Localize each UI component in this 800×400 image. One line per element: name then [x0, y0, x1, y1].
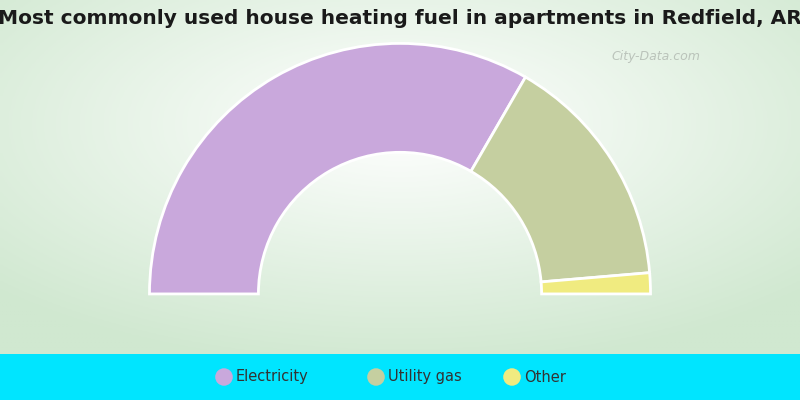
Ellipse shape: [367, 368, 385, 386]
Ellipse shape: [503, 368, 521, 386]
Ellipse shape: [215, 368, 233, 386]
Wedge shape: [541, 273, 650, 294]
Text: Electricity: Electricity: [236, 370, 309, 384]
Text: Utility gas: Utility gas: [388, 370, 462, 384]
Text: Most commonly used house heating fuel in apartments in Redfield, AR: Most commonly used house heating fuel in…: [0, 8, 800, 28]
Text: City-Data.com: City-Data.com: [612, 50, 701, 64]
Text: Other: Other: [524, 370, 566, 384]
Wedge shape: [471, 77, 650, 282]
Wedge shape: [150, 44, 526, 294]
